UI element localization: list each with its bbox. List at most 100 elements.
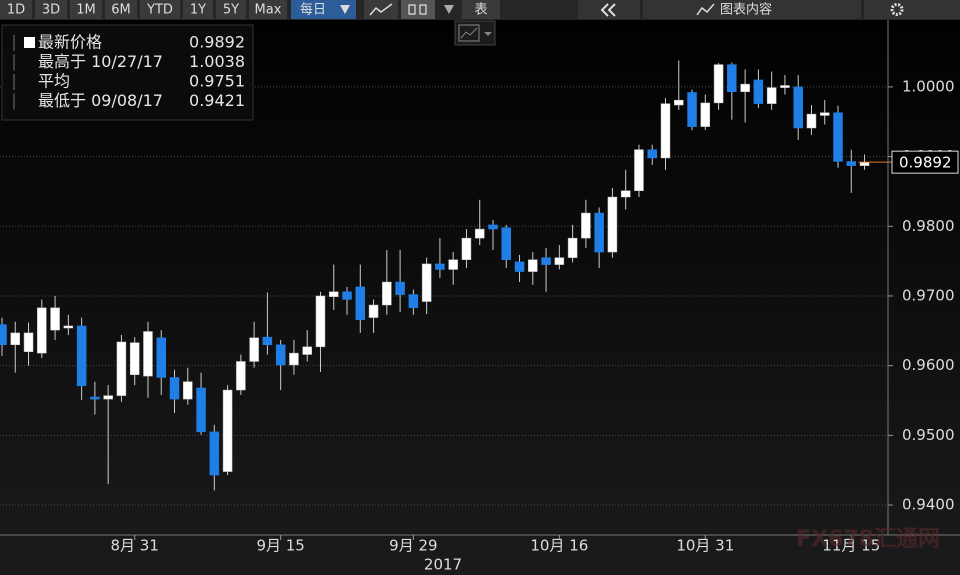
candle-body [37, 307, 47, 354]
range-button[interactable] [105, 0, 137, 19]
chart-type-icon-line [460, 27, 478, 39]
candle-icon [408, 4, 416, 15]
candle-body [289, 352, 299, 366]
candle-body [859, 161, 870, 166]
candle-body [607, 196, 618, 253]
range-button-label: 3D [42, 3, 60, 18]
candle-body [368, 304, 379, 318]
candle-body [541, 257, 551, 265]
candle-body [514, 261, 525, 272]
candle-body [435, 263, 445, 270]
watermark: FX678汇通网 [796, 527, 940, 552]
candle-body [660, 103, 671, 159]
legend-swatch [24, 37, 35, 48]
legend-label: 最低于 09/08/17 [38, 91, 163, 110]
candle-body [156, 337, 166, 378]
dropdown-arrow[interactable] [444, 5, 454, 14]
candle-body [0, 324, 7, 345]
legend-value: 0.9751 [189, 72, 245, 91]
range-button[interactable] [183, 0, 213, 19]
y-tick-label: 0.9700 [902, 286, 955, 304]
candle-body [740, 83, 750, 93]
range-button[interactable] [216, 0, 246, 19]
legend-value: 0.9892 [189, 33, 245, 52]
candle-body [315, 295, 326, 348]
candle-body [236, 361, 246, 391]
range-button[interactable] [70, 0, 102, 19]
candle-body [780, 85, 790, 88]
toolbar-buttons: 1D 3D 1M 6M YTD 1Y 5Y Max 每日 表 图表内容 [0, 0, 960, 19]
candle-body [249, 337, 259, 362]
range-button[interactable] [35, 0, 67, 19]
x-tick-label: 8月 31 [110, 537, 158, 555]
candle-icon [419, 4, 427, 15]
candle-body [275, 344, 286, 366]
candle-body [90, 396, 100, 400]
y-tick-label: 0.9600 [902, 356, 955, 374]
candle-body [408, 294, 419, 309]
candle-body [488, 224, 498, 230]
legend-label: 最新价格 [38, 33, 102, 52]
candle-chart-button[interactable] [401, 0, 435, 19]
y-tick-label: 0.9500 [902, 426, 955, 444]
x-tick-label: 9月 29 [389, 537, 437, 555]
legend-label: 最高于 10/27/17 [38, 52, 163, 71]
candle-body [634, 149, 644, 191]
candle-body [355, 286, 366, 320]
range-button-label: Max [255, 3, 282, 18]
collapse-icon [600, 3, 609, 17]
settings-button[interactable] [864, 0, 960, 19]
x-tick-label: 10月 16 [530, 537, 588, 555]
candle-body [567, 237, 578, 258]
chart-type-arrow [484, 32, 492, 36]
candle-body [528, 259, 538, 272]
candle-body [129, 342, 140, 375]
candle-body [700, 102, 711, 127]
legend: 最新价格 0.9892 最高于 10/27/17 1.0038 平均 0.9751 最低于 … [1, 24, 254, 121]
chart-content-icon [696, 3, 715, 16]
x-tick-label: 10月 31 [676, 537, 734, 555]
candle-body [143, 331, 153, 377]
candle-body [501, 227, 512, 260]
x-tick-label: 9月 15 [256, 537, 304, 555]
range-button-label: YTD [146, 3, 173, 18]
candle-body [594, 212, 604, 253]
candle-body [833, 112, 843, 162]
range-button[interactable] [249, 0, 287, 19]
candle-body [63, 325, 74, 329]
legend-label: 平均 [38, 72, 70, 91]
chart-type-icon [458, 24, 480, 42]
range-button[interactable] [291, 0, 356, 19]
candle-body [196, 387, 206, 433]
candle-body [10, 332, 21, 345]
range-button[interactable] [140, 0, 180, 19]
x-tick-label: 11月 15 [822, 537, 880, 555]
candle-body [461, 237, 472, 260]
range-button-label: 1D [7, 3, 25, 18]
candle-body [169, 377, 180, 400]
range-button[interactable] [0, 0, 32, 19]
y-tick-label: 0.9800 [902, 217, 955, 235]
candle-body [421, 263, 432, 302]
line-chart-icon [369, 3, 393, 16]
chart-type-button[interactable] [454, 20, 496, 46]
candle-body [76, 325, 87, 387]
table-button[interactable] [462, 0, 500, 19]
plot: 0.94000.95000.96000.97000.98000.99001.00… [0, 20, 960, 574]
dropdown-arrow [340, 5, 350, 14]
candle-body [474, 228, 485, 239]
candle-body [209, 431, 220, 476]
candle-body [753, 79, 764, 104]
candle-body [329, 291, 339, 297]
line-chart-button[interactable] [364, 0, 398, 19]
candle-body [382, 281, 392, 306]
candle-body [448, 259, 458, 270]
range-button-label: 1Y [190, 3, 206, 18]
candle-body [581, 212, 591, 239]
x-year-label: 2017 [424, 556, 462, 574]
candle-body [727, 64, 737, 93]
candle-body [342, 291, 352, 300]
candle-body [554, 257, 565, 265]
candle-body [116, 341, 127, 396]
candle-body [222, 389, 233, 472]
